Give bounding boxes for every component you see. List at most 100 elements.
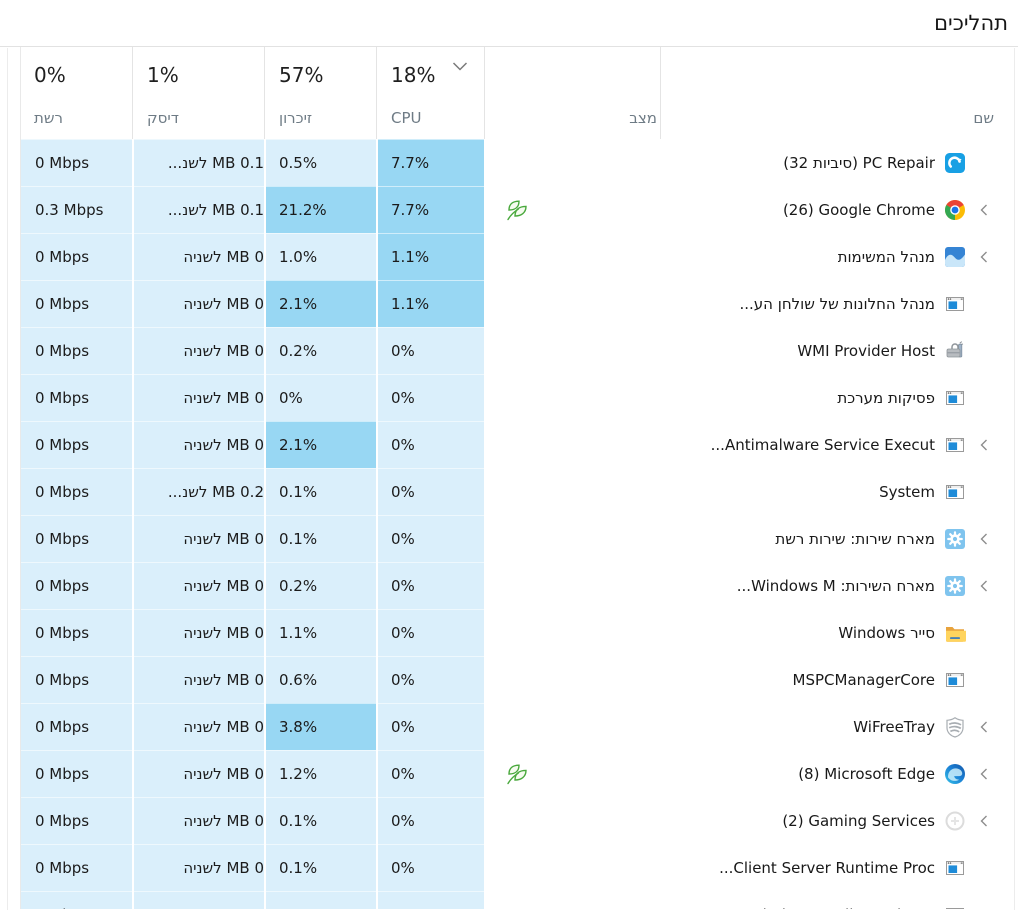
scrollbar-gutter	[0, 374, 21, 421]
memory-cell: 3.8%	[266, 703, 376, 750]
cpu-cell: 0%	[378, 797, 484, 844]
status-cell	[486, 797, 660, 844]
table-header: 0% רשת 1% דיסק 57% זיכרון 18% CPU מצב שם	[0, 47, 1018, 139]
table-row[interactable]: 0 Mbps 0 MB לשניה 0.2% 0% מארח השירות: Windo…	[0, 562, 1018, 609]
column-header-disk[interactable]: 1% דיסק	[134, 47, 264, 139]
toolbox-icon	[944, 340, 966, 362]
folder-icon	[944, 622, 966, 644]
network-cell: 0 Mbps	[21, 891, 132, 909]
disk-cell: 0 MB לשניה	[134, 280, 264, 327]
memory-cell: 1.2%	[266, 750, 376, 797]
name-cell: (26) Google Chrome	[661, 186, 1014, 233]
table-row[interactable]: 0 Mbps 0.1 MB לשנ... 0.5% 7.7% (32 סיביות) P…	[0, 139, 1018, 186]
table-row[interactable]: 0 Mbps 0 MB לשניה 0.2% 0% WMI Provider Host	[0, 327, 1018, 374]
disk-cell: 0 MB לשניה	[134, 844, 264, 891]
memory-cell: 0.2%	[266, 327, 376, 374]
scrollbar-gutter	[0, 468, 21, 515]
column-header-cpu[interactable]: 18% CPU	[378, 47, 484, 139]
table-row[interactable]: 0 Mbps 0 MB לשניה 1.1% 0% סייר Windows	[0, 609, 1018, 656]
memory-cell: 0.1%	[266, 844, 376, 891]
cpu-cell: 1.1%	[378, 280, 484, 327]
table-row[interactable]: 0 Mbps 0 MB לשניה 0.6% 0% MSPCManagerCore	[0, 656, 1018, 703]
disk-cell: 0 MB לשניה	[134, 656, 264, 703]
process-name: סייר Windows	[838, 623, 935, 642]
chevron-down-icon	[452, 56, 468, 71]
name-cell: (32 סיביות) PC Repair	[661, 139, 1014, 186]
cpu-total: 18%	[391, 63, 436, 87]
memory-label: זיכרון	[279, 109, 313, 127]
network-cell: 0 Mbps	[21, 468, 132, 515]
expand-chevron-icon[interactable]	[970, 528, 998, 550]
table-row[interactable]: 0 Mbps 0 MB לשניה 1.0% 1.1% מנהל המשימות	[0, 233, 1018, 280]
network-cell: 0 Mbps	[21, 280, 132, 327]
network-cell: 0 Mbps	[21, 797, 132, 844]
process-name: MSPCManagerCore	[792, 670, 935, 689]
table-row[interactable]: 0 Mbps 0 MB לשניה 2.1% 1.1% מנהל החלונות של …	[0, 280, 1018, 327]
table-row[interactable]: 0.3 Mbps 0.1 MB לשנ... 21.2% 7.7% (26) Googl…	[0, 186, 1018, 233]
column-header-name[interactable]: שם	[661, 47, 1014, 139]
name-cell: מארח שירות: שירות רשת	[661, 515, 1014, 562]
name-cell: ...Windows Audio Device G	[661, 891, 1014, 909]
memory-cell: 0%	[266, 374, 376, 421]
table-row[interactable]: 0 Mbps 0 MB לשניה 3.8% 0% WiFreeTray	[0, 703, 1018, 750]
scrollbar-gutter	[0, 515, 21, 562]
column-header-status[interactable]: מצב	[486, 47, 660, 139]
disk-cell: 0 MB לשניה	[134, 797, 264, 844]
table-row[interactable]: 0 Mbps 0 MB לשניה 0.1% 0% מארח שירות: שירות …	[0, 515, 1018, 562]
scrollbar-gutter	[0, 750, 21, 797]
table-row[interactable]: 0 Mbps 0 MB לשניה 1.2% 0% (8) Microsoft Edge	[0, 750, 1018, 797]
taskmgr-icon	[944, 246, 966, 268]
expand-chevron-icon[interactable]	[970, 810, 998, 832]
column-header-memory[interactable]: 57% זיכרון	[266, 47, 376, 139]
expand-chevron-icon[interactable]	[970, 763, 998, 785]
status-cell	[486, 186, 660, 233]
scrollbar-gutter	[0, 844, 21, 891]
scrollbar-gutter	[0, 703, 21, 750]
chrome-icon	[944, 199, 966, 221]
gear-icon	[944, 575, 966, 597]
chevron-placeholder	[970, 481, 998, 503]
memory-cell: 0.1%	[266, 468, 376, 515]
disk-cell: 0 MB לשניה	[134, 703, 264, 750]
network-cell: 0 Mbps	[21, 844, 132, 891]
expand-chevron-icon[interactable]	[970, 434, 998, 456]
gear-icon	[944, 528, 966, 550]
expand-chevron-icon[interactable]	[970, 199, 998, 221]
name-cell: MSPCManagerCore	[661, 656, 1014, 703]
status-cell	[486, 327, 660, 374]
network-cell: 0 Mbps	[21, 233, 132, 280]
process-name: מארח שירות: שירות רשת	[775, 529, 935, 548]
process-name: (32 סיביות) PC Repair	[783, 153, 935, 172]
status-cell	[486, 891, 660, 909]
disk-cell: 0 MB לשניה	[134, 562, 264, 609]
cpu-cell: 0%	[378, 703, 484, 750]
network-cell: 0 Mbps	[21, 327, 132, 374]
table-row[interactable]: 0 Mbps 0 MB לשניה 0.1% 0% ...Client Server R…	[0, 844, 1018, 891]
table-right-border	[1014, 48, 1015, 910]
cpu-cell: 0%	[378, 421, 484, 468]
disk-cell: 0 MB לשניה	[134, 327, 264, 374]
disk-cell: 0 MB לשניה	[134, 233, 264, 280]
table-row[interactable]: 0 Mbps 0 MB לשניה 0% 0% פסיקות מערכת	[0, 374, 1018, 421]
expand-chevron-icon[interactable]	[970, 575, 998, 597]
process-table-body: 0 Mbps 0.1 MB לשנ... 0.5% 7.7% (32 סיביות) P…	[0, 139, 1018, 909]
table-row[interactable]: 0 Mbps 0.2 MB לשנ... 0.1% 0% System	[0, 468, 1018, 515]
cpu-cell: 0%	[378, 468, 484, 515]
expand-chevron-icon[interactable]	[970, 246, 998, 268]
process-name: (26) Google Chrome	[782, 200, 935, 219]
table-row[interactable]: 0 Mbps 0 MB לשניה 0.1% 0% (2) Gaming Service…	[0, 797, 1018, 844]
column-header-network[interactable]: 0% רשת	[21, 47, 132, 139]
table-row[interactable]: 0 Mbps 0 MB לשניה 2.1% 0% ...Antimalware Ser…	[0, 421, 1018, 468]
network-cell: 0 Mbps	[21, 703, 132, 750]
memory-cell: 0.6%	[266, 656, 376, 703]
scrollbar-gutter	[0, 280, 21, 327]
page-title: תהליכים	[934, 11, 1008, 35]
cpu-cell: 0%	[378, 656, 484, 703]
disk-cell: 0.1 MB לשנ...	[134, 186, 264, 233]
network-cell: 0 Mbps	[21, 750, 132, 797]
status-cell	[486, 609, 660, 656]
chevron-placeholder	[970, 387, 998, 409]
cpu-cell: 0%	[378, 374, 484, 421]
expand-chevron-icon[interactable]	[970, 716, 998, 738]
